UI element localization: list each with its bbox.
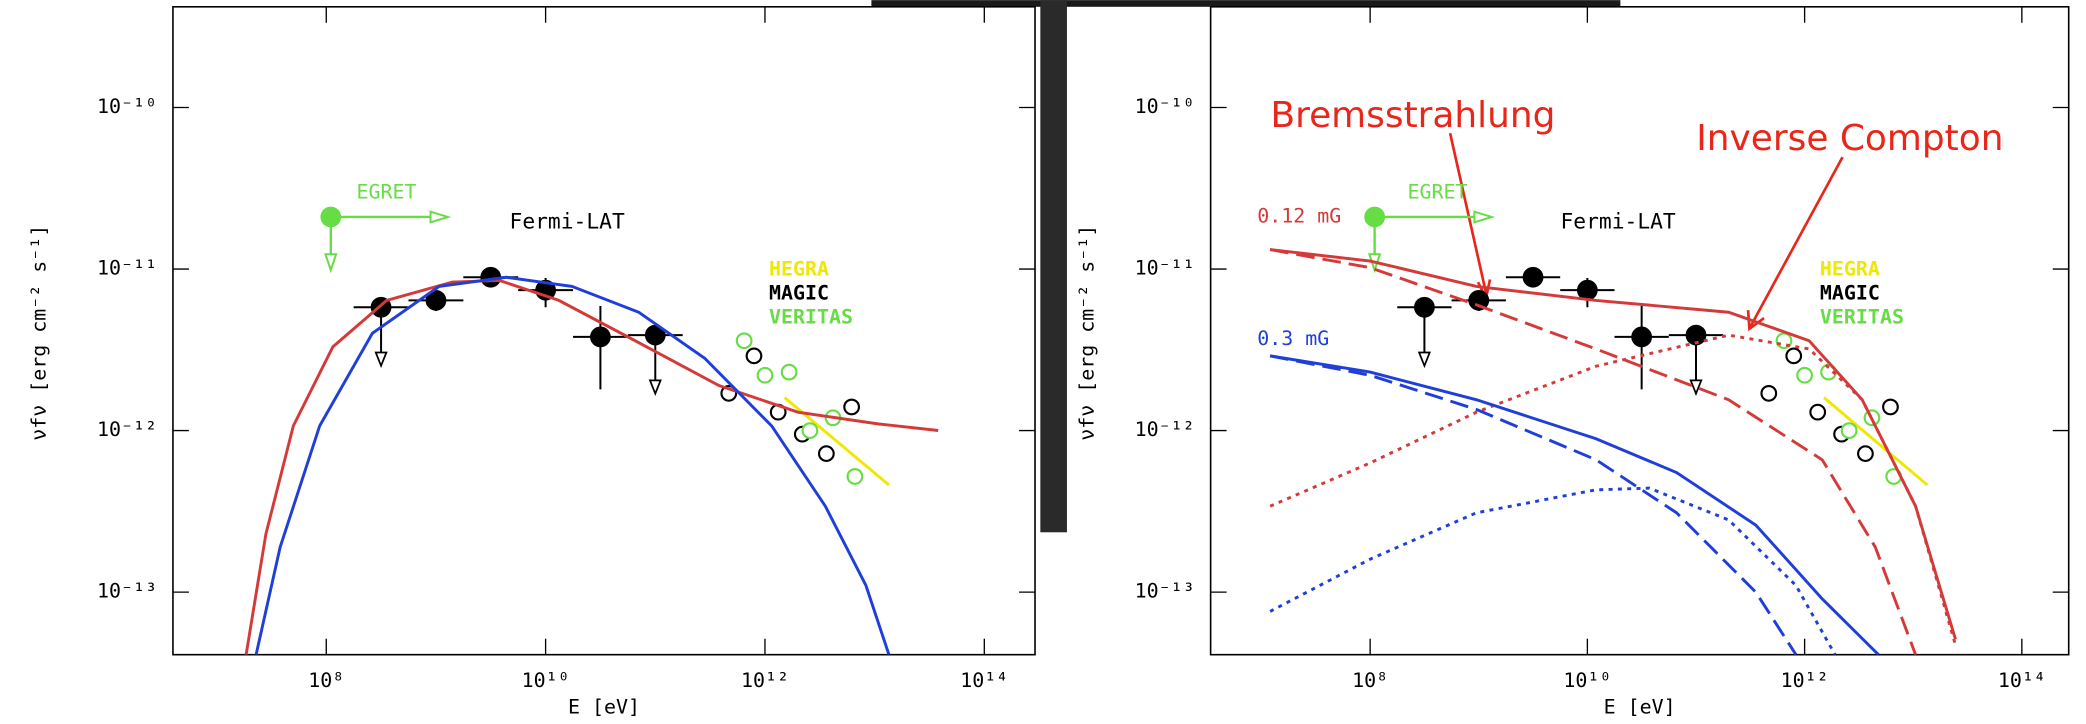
curve — [1823, 396, 1929, 487]
annotation: Inverse Compton — [1696, 118, 2003, 159]
series-label: MAGIC — [1820, 281, 1880, 305]
data-point — [817, 445, 835, 463]
data-point — [843, 398, 861, 416]
curve — [1269, 486, 1837, 655]
data-point — [1840, 422, 1858, 439]
upper-limit-head — [1689, 379, 1703, 396]
x-tick-label: 10¹⁴ — [1998, 668, 2046, 692]
y-tick-label: 10⁻¹³ — [1135, 579, 1195, 603]
y-tick-label: 10⁻¹² — [97, 417, 157, 441]
y-axis-label: νfν [erg cm⁻² s⁻¹] — [26, 225, 50, 441]
data-point — [1760, 384, 1778, 402]
curve — [1269, 354, 1880, 655]
curve — [1269, 248, 1957, 640]
background-image-strip — [871, 0, 1621, 7]
series-label: VERITAS — [769, 305, 853, 329]
y-tick-label: 10⁻¹⁰ — [97, 94, 157, 118]
data-point — [1685, 324, 1707, 346]
plot-area — [1269, 206, 1957, 655]
x-tick-label: 10¹² — [1781, 668, 1829, 692]
data-point — [1414, 296, 1435, 318]
series-label: 0.12 mG — [1257, 203, 1341, 227]
y-tick-label: 10⁻¹² — [1135, 417, 1195, 441]
curve — [1269, 248, 1917, 655]
data-point — [425, 289, 447, 311]
series-label: HEGRA — [1820, 257, 1880, 281]
data-point — [1796, 366, 1813, 384]
x-axis-label: E [eV] — [1604, 694, 1676, 718]
background-image-strip — [1040, 0, 1067, 533]
x-axis-label: E [eV] — [568, 694, 640, 718]
series-label: MAGIC — [769, 281, 829, 305]
data-point — [590, 326, 611, 348]
y-tick-label: 10⁻¹⁰ — [1135, 94, 1195, 118]
x-tick-label: 10¹⁰ — [1563, 668, 1611, 692]
data-point — [1364, 206, 1386, 228]
upper-limit-head — [374, 351, 388, 369]
data-point — [1857, 445, 1874, 463]
curve — [1269, 354, 1798, 655]
series-label: Fermi-LAT — [510, 209, 625, 234]
annotation-arrow — [1448, 132, 1488, 294]
x-tick-label: 10⁸ — [308, 668, 344, 692]
series-label: 0.3 mG — [1257, 326, 1329, 350]
upper-limit-head — [648, 379, 662, 396]
curve — [1269, 333, 1957, 646]
x-tick-label: 10¹⁰ — [522, 668, 570, 692]
annotation: Bremsstrahlung — [1270, 95, 1555, 136]
y-tick-label: 10⁻¹³ — [97, 579, 157, 603]
series-label: EGRET — [1408, 180, 1468, 204]
plot-frame — [172, 5, 1036, 656]
data-point — [780, 363, 798, 381]
data-point — [1631, 326, 1653, 348]
data-point — [801, 422, 819, 439]
y-axis-label: νfν [erg cm⁻² s⁻¹] — [1075, 225, 1099, 441]
plot-area — [244, 206, 939, 655]
data-point — [1576, 279, 1598, 301]
x-tick-label: 10¹² — [741, 668, 789, 692]
y-tick-label: 10⁻¹¹ — [1135, 256, 1195, 280]
series-label: EGRET — [357, 180, 417, 204]
data-point — [320, 206, 342, 228]
limit-head — [1473, 210, 1496, 224]
data-point — [1785, 347, 1803, 365]
data-point — [846, 468, 864, 485]
data-point — [745, 347, 763, 365]
limit-head — [429, 210, 452, 224]
data-point — [1809, 403, 1827, 421]
annotation-arrow — [1749, 156, 1844, 327]
y-tick-label: 10⁻¹¹ — [97, 256, 157, 280]
data-point — [644, 324, 666, 346]
data-point — [1882, 398, 1899, 416]
upper-limit-head — [1417, 351, 1432, 369]
data-point — [756, 366, 774, 384]
data-point — [1522, 266, 1544, 288]
limit-head — [324, 253, 338, 274]
series-label: VERITAS — [1820, 305, 1904, 329]
series-label: HEGRA — [769, 257, 829, 281]
curve — [244, 278, 939, 655]
plot-frame — [1209, 5, 2070, 656]
data-point — [735, 332, 753, 350]
data-point — [1468, 289, 1490, 311]
x-tick-label: 10¹⁴ — [960, 668, 1008, 692]
curve — [254, 275, 891, 655]
series-label: Fermi-LAT — [1561, 209, 1676, 234]
x-tick-label: 10⁸ — [1352, 668, 1388, 692]
